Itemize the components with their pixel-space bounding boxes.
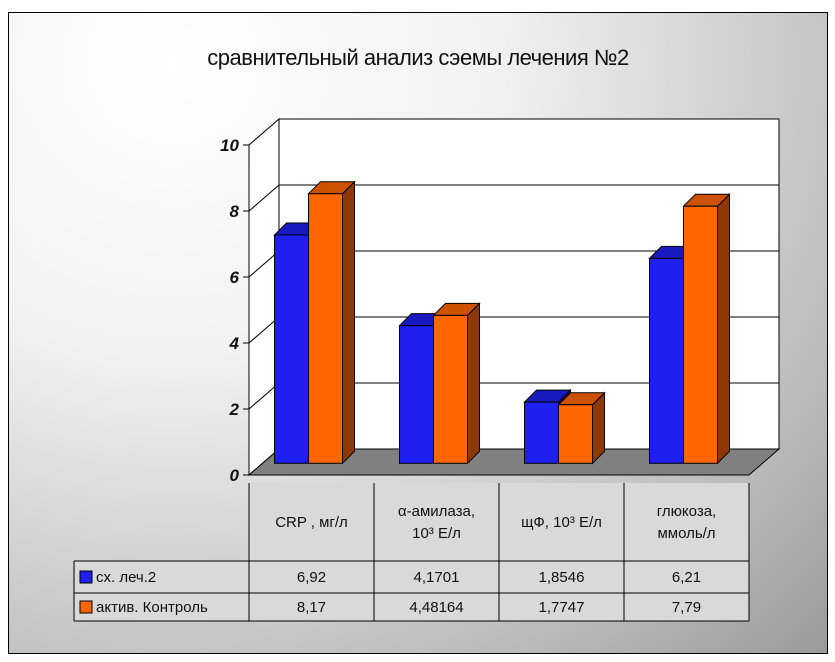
bars [273, 180, 731, 465]
y-tick-label: 2 [229, 400, 240, 419]
series-name: сх. леч.2 [96, 569, 156, 586]
series-name: актив. Контроль [96, 599, 208, 616]
category-label: ммоль/л [657, 525, 715, 542]
bar-side [342, 180, 355, 465]
y-tick-label: 0 [230, 466, 240, 485]
category-label: CRP , мг/л [275, 514, 348, 531]
table-body-bg [74, 561, 749, 621]
bar-front [683, 205, 718, 464]
y-axis-ticks: 0 2 4 6 8 10 [220, 136, 249, 485]
category-label: глюкоза, [657, 503, 716, 520]
floor [247, 448, 781, 476]
data-label: 1,8546 [539, 569, 585, 586]
bar-front [433, 314, 468, 464]
data-label: 4,1701 [414, 569, 460, 586]
data-label: 4,48164 [409, 599, 463, 616]
y-tick-label: 6 [230, 268, 240, 287]
chart-title: сравнительный анализ сэемы лечения №2 [207, 45, 629, 70]
bar-front [274, 234, 309, 464]
y-tick-label: 10 [220, 136, 239, 155]
bar-front [558, 404, 593, 464]
legend-swatch [79, 570, 93, 584]
data-label: 6,21 [672, 569, 701, 586]
data-label: 1,7747 [539, 599, 585, 616]
legend-swatch [79, 600, 93, 614]
bar-front [308, 193, 343, 464]
bar [432, 302, 481, 465]
data-label: 8,17 [297, 599, 326, 616]
chart-frame: сравнительный анализ сэемы лечения №2 0 2… [8, 12, 828, 654]
chart-svg: сравнительный анализ сэемы лечения №2 0 2… [73, 45, 781, 622]
data-label: 7,79 [672, 599, 701, 616]
y-tick-label: 8 [230, 202, 240, 221]
gridline [248, 184, 779, 212]
bar-side [467, 302, 480, 465]
bar-side [717, 193, 730, 465]
category-label: 10³ Е/л [412, 525, 461, 542]
bar-front [649, 257, 684, 464]
category-label: α-амилаза, [398, 503, 475, 520]
data-table: CRP , мг/л α-амилаза, 10³ Е/л щФ, 10³ Е/л гл… [73, 483, 750, 622]
category-label: щФ, 10³ Е/л [521, 514, 602, 531]
data-label: 6,92 [297, 569, 326, 586]
y-tick-label: 4 [229, 334, 240, 353]
bar-front [524, 401, 559, 464]
bar-front [399, 325, 434, 464]
bar [307, 180, 356, 465]
bar [682, 193, 731, 465]
bar [557, 391, 606, 465]
